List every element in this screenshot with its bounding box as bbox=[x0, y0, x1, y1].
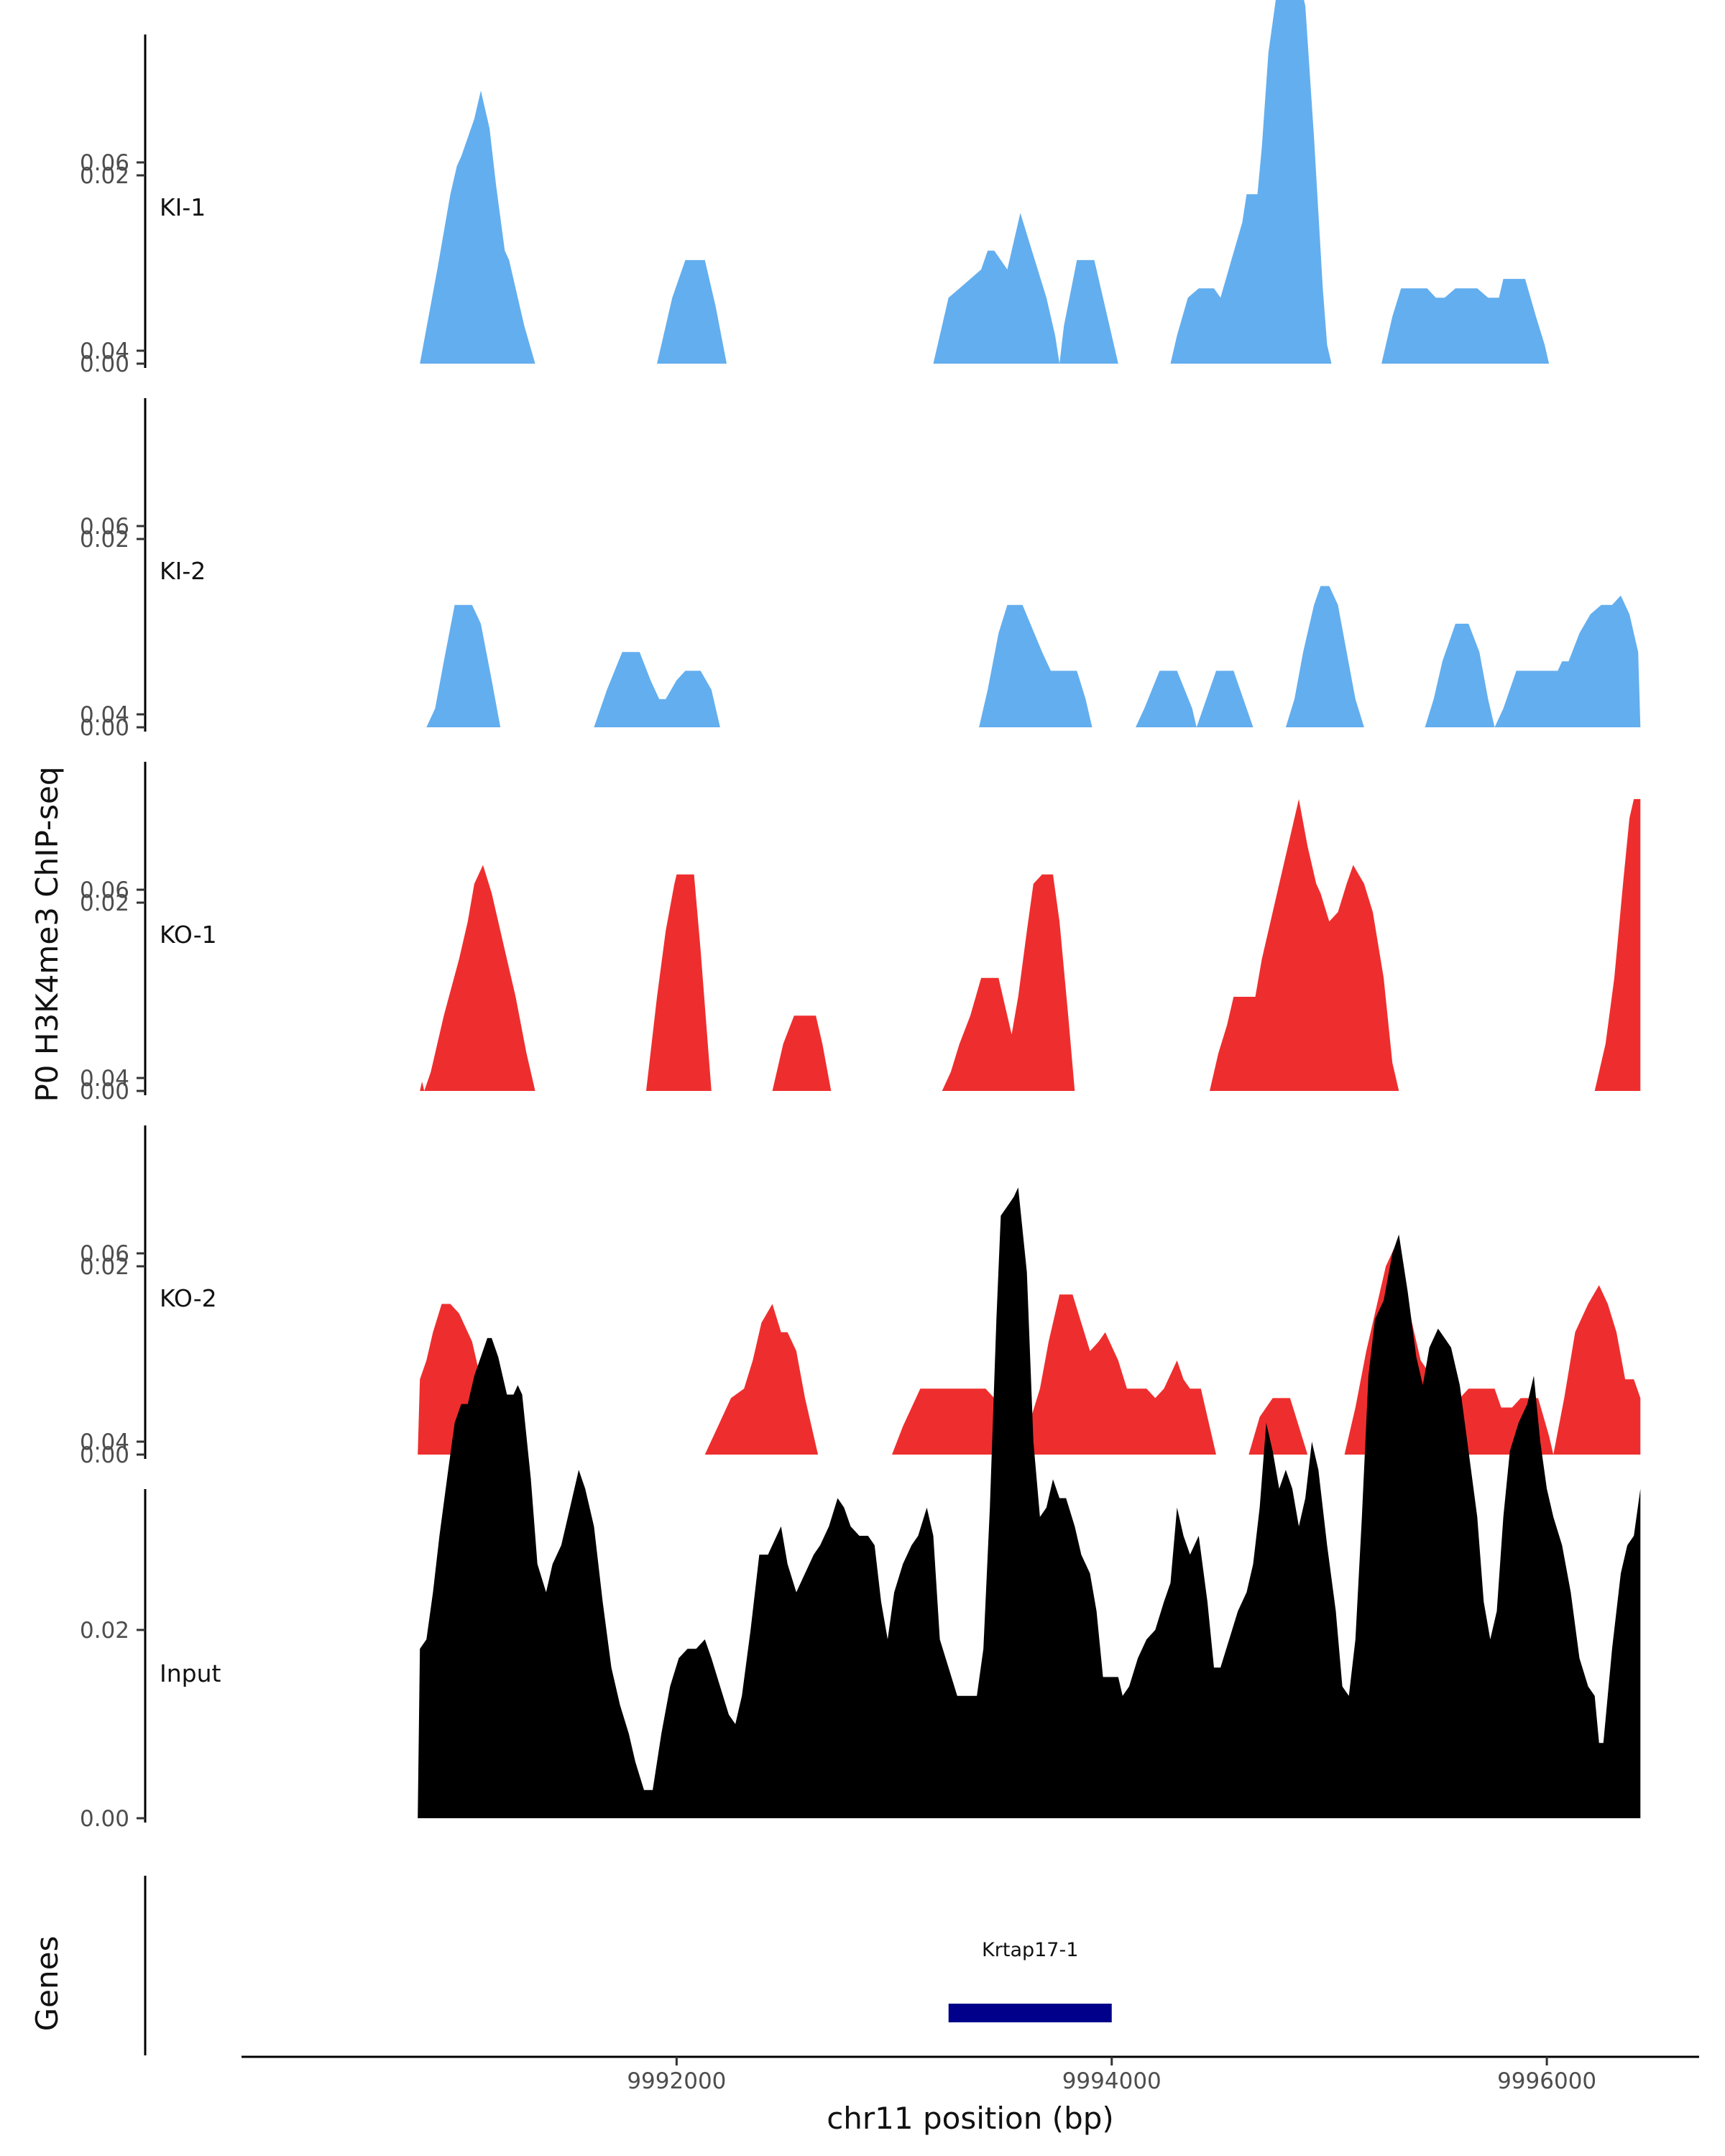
genes-axis-title: Genes bbox=[29, 1936, 65, 2032]
track-ki-1: 0.00 0.02 0.04 0.06 KI-1 bbox=[80, 0, 1550, 377]
y-tick-label: 0.00 bbox=[80, 351, 129, 377]
gene-label-krtap17-1: Krtap17-1 bbox=[982, 1939, 1078, 1961]
x-axis: 9992000 9994000 9996000 bbox=[242, 2055, 1699, 2094]
signal-tracks: 0.00 0.02 0.04 0.06 KI-1 0.00 0.02 0.04 0.06 KI-2… bbox=[80, 0, 1641, 1832]
y-tick-label: 0.06 bbox=[80, 877, 129, 903]
y-axis-title: P0 H3K4me3 ChIP-seq bbox=[29, 766, 65, 1102]
y-tick-label: 0.06 bbox=[80, 514, 129, 540]
track-ki-2: 0.00 0.02 0.04 0.06 KI-2 bbox=[80, 150, 1641, 741]
y-tick-label: 0.02 bbox=[80, 1618, 129, 1644]
track-label-ko-2: KO-2 bbox=[160, 1284, 217, 1312]
track-input: 0.00 0.02 0.04 0.06 Input bbox=[80, 1187, 1641, 1832]
y-tick-label: 0.02 bbox=[80, 527, 129, 553]
y-tick-label: 0.02 bbox=[80, 163, 129, 189]
y-tick-label: 0.02 bbox=[80, 1254, 129, 1280]
gene-body-krtap17-1 bbox=[948, 2004, 1112, 2022]
y-tick-label: 0.04 bbox=[80, 0, 129, 1]
genes-panel: Krtap17-1 bbox=[144, 1876, 1112, 2055]
gene-annotations: Krtap17-1 bbox=[948, 1939, 1112, 2022]
y-tick-label: 0.00 bbox=[80, 715, 129, 741]
y-tick-label: 0.04 bbox=[80, 702, 129, 728]
track-label-ki-1: KI-1 bbox=[160, 193, 206, 221]
track-ko-1: 0.00 0.02 0.04 0.06 KO-1 bbox=[80, 514, 1641, 1105]
x-tick-label: 9992000 bbox=[627, 2068, 726, 2094]
track-label-input: Input bbox=[160, 1659, 221, 1687]
track-label-ki-2: KI-2 bbox=[160, 557, 206, 585]
y-tick-label: 0.02 bbox=[80, 890, 129, 916]
x-axis-title: chr11 position (bp) bbox=[827, 2101, 1114, 2136]
x-tick-label: 9996000 bbox=[1497, 2068, 1596, 2094]
signal-area-ki-2 bbox=[426, 586, 1641, 727]
y-tick-label: 0.04 bbox=[80, 1429, 129, 1455]
y-tick-label: 0.06 bbox=[80, 150, 129, 176]
x-tick-label: 9994000 bbox=[1062, 2068, 1162, 2094]
y-tick-label: 0.00 bbox=[80, 1806, 129, 1832]
signal-area-input bbox=[418, 1187, 1641, 1818]
signal-area-ki-1 bbox=[420, 0, 1550, 364]
y-tick-label: 0.06 bbox=[80, 1241, 129, 1267]
y-tick-label: 0.00 bbox=[80, 1079, 129, 1105]
y-tick-label: 0.04 bbox=[80, 338, 129, 364]
signal-area-ko-1 bbox=[420, 798, 1641, 1091]
y-tick-label: 0.00 bbox=[80, 1442, 129, 1468]
track-label-ko-1: KO-1 bbox=[160, 921, 217, 949]
y-tick-label: 0.04 bbox=[80, 1066, 129, 1092]
